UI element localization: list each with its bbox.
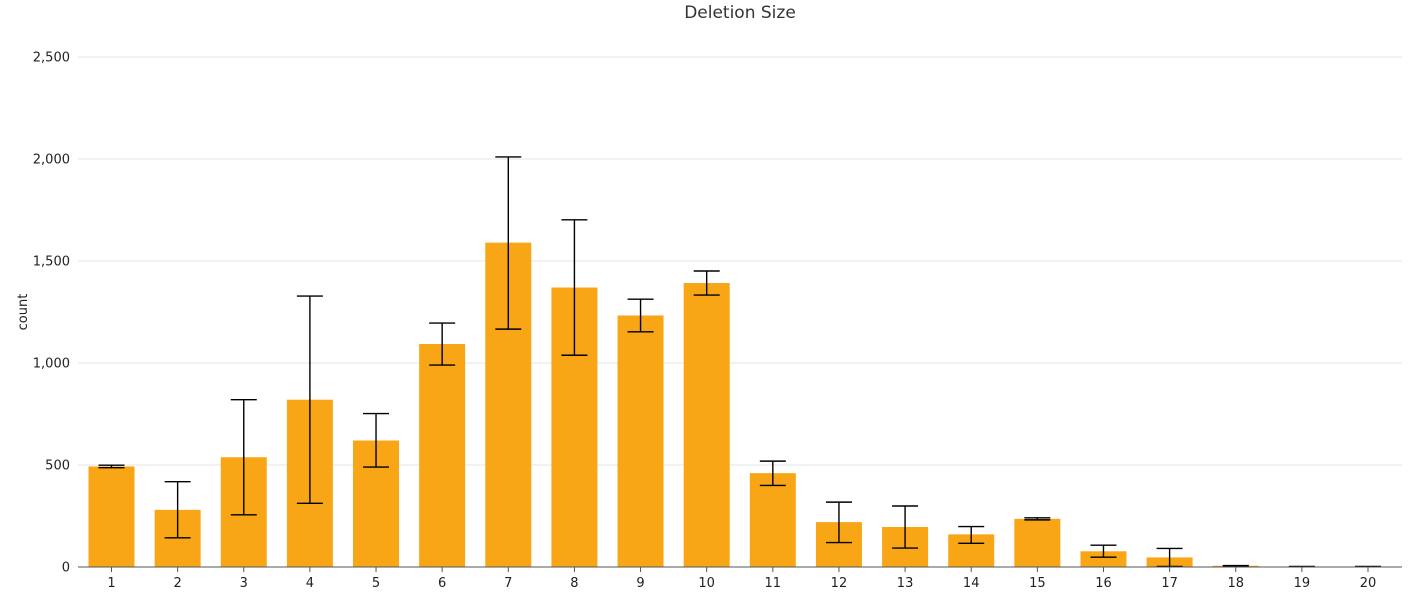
error-bar-5 [363, 412, 390, 468]
x-tick-label: 1 [107, 576, 115, 591]
x-tick-label: 11 [765, 576, 782, 591]
x-tick-label: 13 [897, 576, 914, 591]
chart-title: Deletion Size [684, 3, 796, 23]
x-tick-label: 19 [1294, 576, 1311, 591]
bar-16[interactable] [1080, 551, 1127, 567]
y-tick-label: 2,000 [33, 153, 70, 168]
y-tick-label: 1,500 [33, 255, 70, 270]
bar-6[interactable] [419, 344, 466, 567]
y-tick-label: 1,000 [33, 357, 70, 372]
bar-9[interactable] [617, 315, 664, 567]
x-tick-label: 10 [698, 576, 715, 591]
error-bar-12 [825, 501, 852, 544]
bars [88, 242, 1391, 567]
error-bar-15 [1024, 517, 1051, 521]
x-tick-label: 18 [1227, 576, 1244, 591]
bar-1[interactable] [88, 466, 135, 567]
error-bar-2 [164, 481, 191, 539]
x-tick-label: 20 [1360, 576, 1377, 591]
error-bar-8 [561, 219, 588, 356]
x-tick-label: 4 [306, 576, 314, 591]
gridlines [78, 56, 1402, 466]
error-bar-7 [495, 156, 522, 330]
error-bar-6 [429, 322, 456, 366]
y-tick-label: 0 [62, 561, 70, 576]
x-tick-label: 7 [504, 576, 512, 591]
error-bar-11 [759, 460, 786, 487]
x-tick-label: 9 [636, 576, 644, 591]
error-bar-17 [1156, 547, 1183, 568]
bar-15[interactable] [1014, 518, 1061, 567]
x-tick-label: 17 [1161, 576, 1178, 591]
bar-11[interactable] [749, 473, 796, 567]
x-tick-label: 14 [963, 576, 980, 591]
x-tick-label: 3 [240, 576, 248, 591]
x-tick-label: 12 [831, 576, 848, 591]
y-axis-ticks: 0 500 1,000 1,500 2,000 2,500 [33, 51, 70, 576]
x-tick-label: 16 [1095, 576, 1112, 591]
error-bar-3 [230, 399, 257, 516]
x-tick-label: 5 [372, 576, 380, 591]
x-axis-ticks: 1 2 3 4 5 6 7 8 9 10 11 12 13 14 15 16 17 18 19 20 [107, 567, 1376, 591]
error-bar-9 [627, 298, 654, 333]
error-bar-10 [693, 270, 720, 296]
x-tick-label: 8 [570, 576, 578, 591]
y-axis-label: count [16, 294, 31, 331]
error-bar-16 [1090, 544, 1117, 558]
error-bar-4 [296, 295, 323, 505]
error-bar-14 [958, 525, 985, 545]
bar-10[interactable] [683, 283, 730, 567]
y-tick-label: 500 [45, 459, 70, 474]
error-bar-13 [892, 505, 919, 549]
x-tick-label: 6 [438, 576, 446, 591]
y-tick-label: 2,500 [33, 51, 70, 66]
error-bar-1 [98, 464, 125, 469]
x-tick-label: 15 [1029, 576, 1046, 591]
x-tick-label: 2 [173, 576, 181, 591]
